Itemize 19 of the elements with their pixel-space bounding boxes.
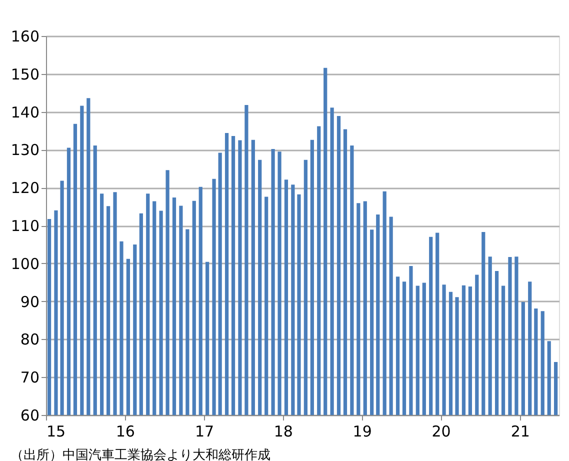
x-tick-label: 17	[194, 422, 214, 440]
y-tick-label: 160	[10, 28, 40, 46]
y-tick-label: 140	[10, 103, 40, 122]
y-tick-label: 70	[20, 368, 40, 387]
y-tick-label: 110	[10, 217, 40, 235]
y-tick-label: 130	[10, 141, 40, 160]
y-tick-label: 120	[10, 179, 40, 198]
y-tick-label: 150	[10, 65, 40, 84]
x-tick-label: 21	[510, 422, 530, 440]
x-tick-label: 16	[116, 422, 135, 440]
text: （出所）中国汽車工業協会より大和総研作成	[10, 448, 270, 461]
y-tick-label: 80	[20, 330, 40, 349]
y-tick-label: 100	[10, 254, 40, 273]
y-tick-label: 60	[20, 406, 40, 424]
x-tick-label: 15	[46, 422, 66, 440]
x-tick-label: 19	[352, 422, 372, 440]
y-tick-label: 90	[20, 292, 40, 311]
x-tick-label: 18	[274, 422, 293, 440]
x-tick-label: 20	[432, 422, 451, 440]
